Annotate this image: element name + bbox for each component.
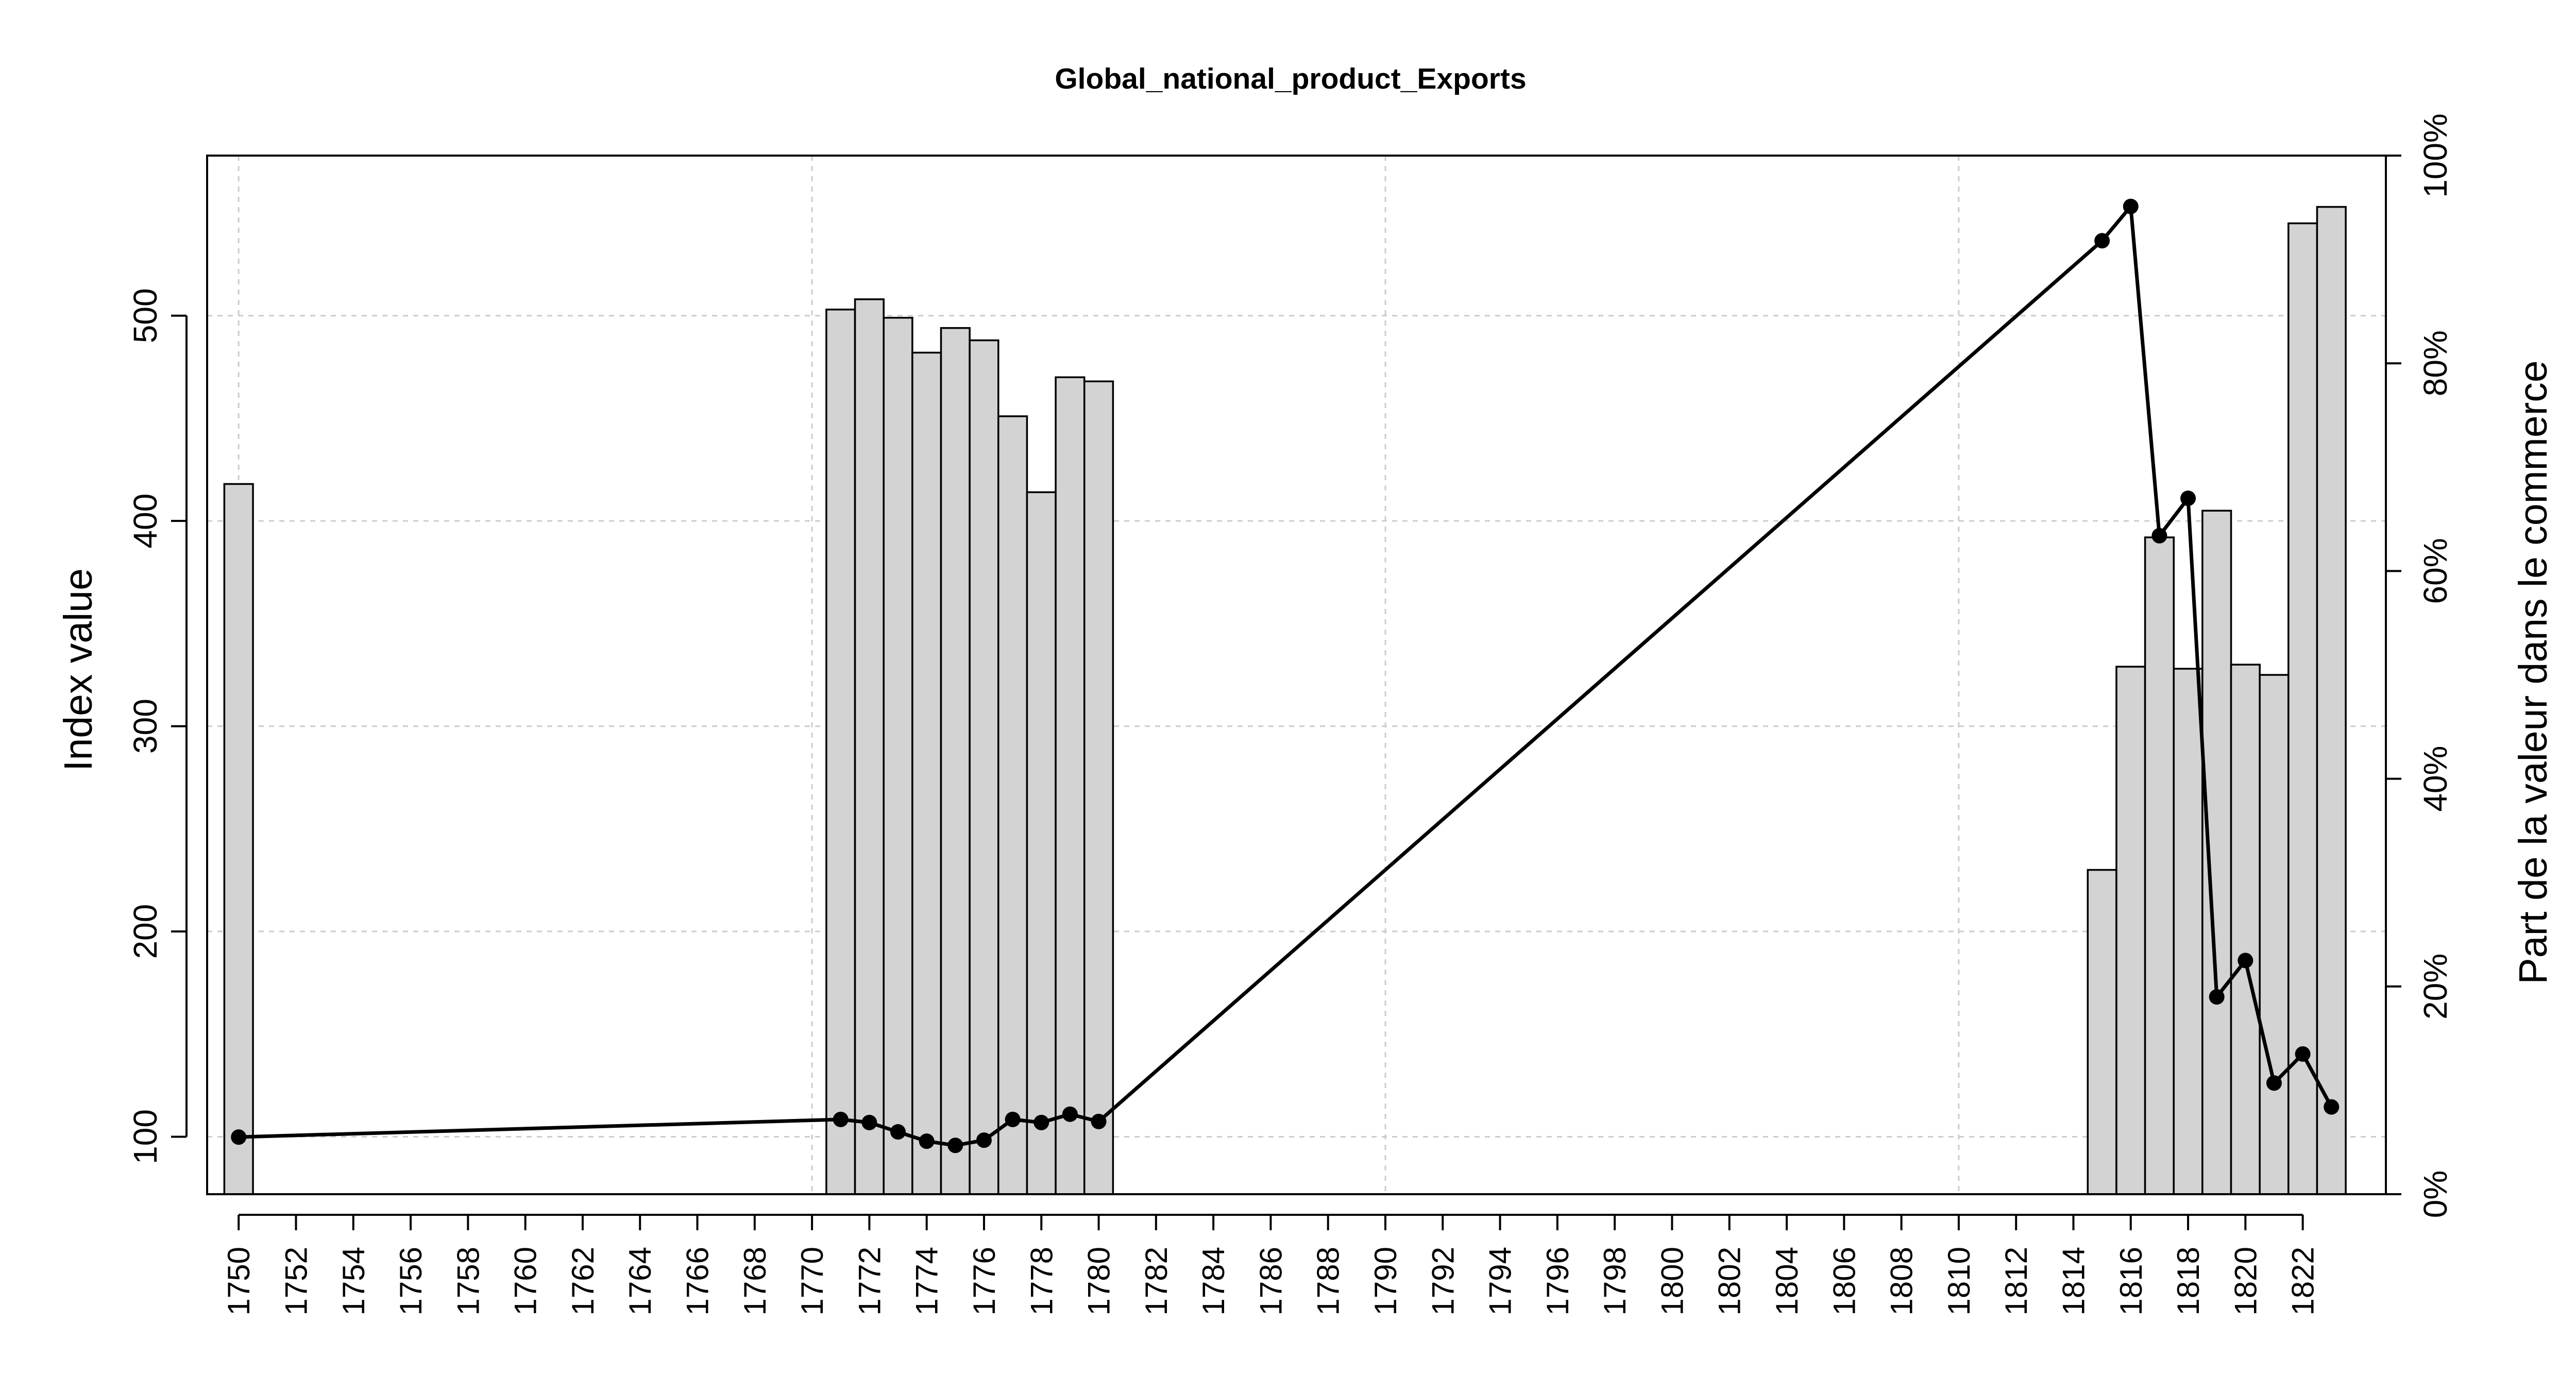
share-point	[833, 1111, 849, 1127]
y-tick-label: 200	[127, 904, 164, 959]
grid-lines	[207, 156, 2386, 1194]
bar	[1055, 376, 1086, 1195]
x-tick-label: 1816	[2114, 1247, 2148, 1315]
bar	[2230, 664, 2261, 1195]
bar	[2087, 869, 2117, 1195]
x-tick-label: 1776	[967, 1247, 1002, 1315]
bar	[2259, 674, 2290, 1195]
x-tick-label: 1822	[2286, 1247, 2320, 1315]
y2-tick-label: 20%	[2417, 954, 2454, 1020]
bar	[825, 309, 856, 1195]
x-tick-label: 1772	[852, 1247, 887, 1315]
bar	[2115, 666, 2146, 1195]
x-tick-label: 1806	[1827, 1247, 1861, 1315]
y-tick-label: 100	[127, 1109, 164, 1164]
y-tick-label: 500	[127, 288, 164, 343]
bar	[940, 327, 971, 1195]
bar	[997, 415, 1028, 1195]
share-point	[919, 1133, 935, 1149]
x-tick-label: 1752	[279, 1247, 313, 1315]
x-tick-label: 1812	[1999, 1247, 2033, 1315]
share-point	[890, 1124, 906, 1140]
right-y-axis: 0% 20% 40% 60% 80% 100%	[2385, 113, 2454, 1218]
x-tick-label: 1800	[1655, 1247, 1689, 1315]
share-point	[2209, 989, 2225, 1005]
share-point	[2180, 490, 2196, 506]
x-axis: 1750 1752 1754 1756 1758 1760 1762 1764 1766 1768…	[222, 1214, 2320, 1315]
x-tick-label: 1814	[2056, 1247, 2091, 1315]
share-point	[1062, 1106, 1078, 1122]
share-point	[2094, 233, 2110, 249]
y2-tick-label: 100%	[2417, 113, 2454, 198]
bar-series	[223, 206, 2347, 1195]
x-tick-label: 1754	[336, 1247, 371, 1315]
x-tick-label: 1782	[1139, 1247, 1174, 1315]
x-tick-label: 1766	[681, 1247, 715, 1315]
left-y-axis: 100 200 300 400 500	[127, 288, 188, 1164]
bar	[2316, 206, 2347, 1195]
y2-tick-label: 0%	[2417, 1171, 2454, 1218]
x-tick-label: 1784	[1196, 1247, 1231, 1315]
x-tick-label: 1778	[1024, 1247, 1059, 1315]
share-line-series	[231, 198, 2340, 1153]
x-tick-label: 1802	[1713, 1247, 1747, 1315]
x-tick-label: 1808	[1885, 1247, 1919, 1315]
share-point	[861, 1114, 877, 1130]
bar	[854, 298, 885, 1195]
x-tick-label: 1804	[1770, 1247, 1804, 1315]
x-tick-label: 1818	[2171, 1247, 2206, 1315]
bar	[1026, 491, 1057, 1195]
y2-tick-label: 40%	[2417, 746, 2454, 812]
x-tick-label: 1820	[2228, 1247, 2263, 1315]
bar	[883, 317, 913, 1195]
chart-title: Global_national_product_Exports	[1055, 62, 1526, 95]
x-tick-label: 1780	[1082, 1247, 1116, 1315]
x-tick-label: 1790	[1368, 1247, 1403, 1315]
x-tick-label: 1760	[509, 1247, 543, 1315]
x-tick-label: 1750	[222, 1247, 256, 1315]
y-tick-label: 400	[127, 494, 164, 549]
x-tick-label: 1764	[623, 1247, 657, 1315]
x-tick-label: 1774	[910, 1247, 944, 1315]
bar	[969, 339, 999, 1195]
share-point	[2295, 1046, 2311, 1062]
x-tick-label: 1796	[1540, 1247, 1575, 1315]
x-tick-label: 1792	[1426, 1247, 1460, 1315]
bar	[2173, 668, 2204, 1195]
x-tick-label: 1788	[1311, 1247, 1346, 1315]
share-point	[2151, 528, 2167, 544]
y-tick-label: 300	[127, 699, 164, 754]
x-tick-label: 1768	[738, 1247, 772, 1315]
x-tick-label: 1770	[795, 1247, 829, 1315]
share-point	[2238, 953, 2253, 969]
y2-tick-label: 60%	[2417, 538, 2454, 604]
y2-tick-label: 80%	[2417, 330, 2454, 396]
x-tick-label: 1786	[1253, 1247, 1288, 1315]
bar	[1083, 380, 1114, 1195]
share-point	[2266, 1075, 2282, 1091]
x-tick-label: 1756	[394, 1247, 428, 1315]
bar	[911, 351, 942, 1195]
share-point	[1005, 1111, 1021, 1127]
y-axis-title: Index value	[56, 568, 100, 771]
share-point	[976, 1132, 992, 1148]
share-line	[239, 205, 2333, 1147]
x-tick-label: 1762	[566, 1247, 600, 1315]
share-point	[231, 1129, 247, 1145]
share-point	[947, 1138, 963, 1153]
x-tick-label: 1810	[1942, 1247, 1976, 1315]
bar	[223, 483, 254, 1195]
share-point	[1033, 1114, 1049, 1130]
share-point	[1091, 1113, 1107, 1129]
share-point	[2123, 198, 2139, 214]
x-tick-label: 1798	[1598, 1247, 1632, 1315]
plot-frame	[206, 155, 2387, 1195]
x-tick-label: 1794	[1483, 1247, 1518, 1315]
x-tick-label: 1758	[451, 1247, 485, 1315]
y2-axis-title: Part de la valeur dans le commerce	[2511, 360, 2555, 984]
share-point	[2324, 1099, 2340, 1115]
bar	[2144, 536, 2175, 1195]
